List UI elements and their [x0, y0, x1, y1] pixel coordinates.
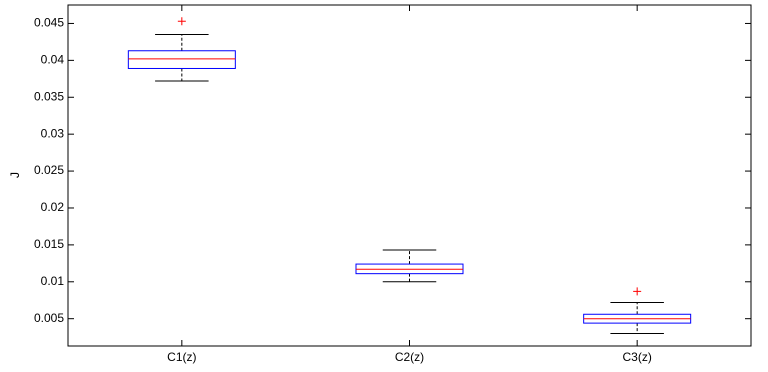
y-axis-label: J — [8, 172, 22, 178]
x-tick-label: C1(z) — [167, 350, 196, 364]
y-tick-label: 0.03 — [41, 126, 65, 140]
y-tick-label: 0.04 — [41, 53, 65, 67]
iqr-box — [127, 50, 236, 69]
y-axis-ticks: 0.005 0.01 0.015 0.02 0.025 0.03 0.035 0.04 0.04… — [34, 16, 751, 325]
y-tick-label: 0.005 — [34, 311, 64, 325]
y-tick-label: 0.02 — [41, 200, 65, 214]
box-group — [583, 287, 692, 334]
x-tick-label: C3(z) — [622, 350, 651, 364]
box-group — [355, 249, 464, 283]
plot-area — [67, 4, 752, 347]
y-tick-label: 0.025 — [34, 163, 64, 177]
y-tick-label: 0.01 — [41, 274, 65, 288]
x-axis-ticks: C1(z) C2(z) C3(z) — [167, 5, 652, 364]
y-tick-label: 0.045 — [34, 16, 64, 30]
y-tick-label: 0.035 — [34, 89, 64, 103]
x-tick-label: C2(z) — [395, 350, 424, 364]
box-series — [127, 17, 692, 334]
box-group — [127, 17, 236, 82]
y-tick-label: 0.015 — [34, 237, 64, 251]
